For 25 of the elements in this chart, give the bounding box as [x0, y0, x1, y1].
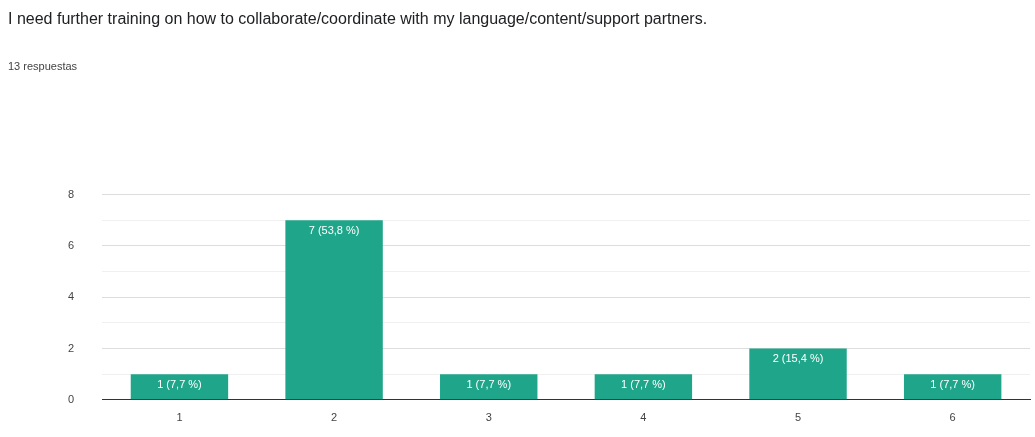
x-tick-label: 3	[485, 411, 492, 424]
x-tick-label: 2	[331, 411, 338, 424]
data-label: 1 (7,7 %)	[157, 377, 202, 390]
x-tick-label: 4	[640, 411, 647, 424]
bar	[285, 220, 383, 400]
y-tick-label: 0	[67, 392, 75, 405]
bar	[594, 374, 693, 400]
bar	[440, 374, 538, 400]
data-label: 1 (7,7 %)	[930, 377, 975, 390]
bar	[903, 374, 1002, 400]
chart-subtitle: 13 respuestas	[8, 60, 78, 72]
data-label: 1 (7,7 %)	[621, 377, 666, 390]
y-tick-label: 6	[67, 238, 75, 251]
bar	[130, 374, 229, 400]
chart-title: I need further training on how to collaborate/coordinate with my language/content/support partners.	[8, 9, 709, 29]
data-label: 2 (15,4 %)	[772, 352, 824, 365]
y-tick-label: 4	[67, 290, 75, 303]
data-label: 7 (53,8 %)	[308, 223, 360, 236]
y-tick-label: 8	[67, 187, 75, 200]
x-tick-label: 1	[176, 411, 183, 424]
x-tick-label: 5	[794, 411, 802, 424]
x-tick-label: 6	[949, 411, 956, 424]
y-tick-label: 2	[67, 341, 75, 354]
data-label: 1 (7,7 %)	[466, 377, 512, 390]
bar	[749, 348, 847, 400]
